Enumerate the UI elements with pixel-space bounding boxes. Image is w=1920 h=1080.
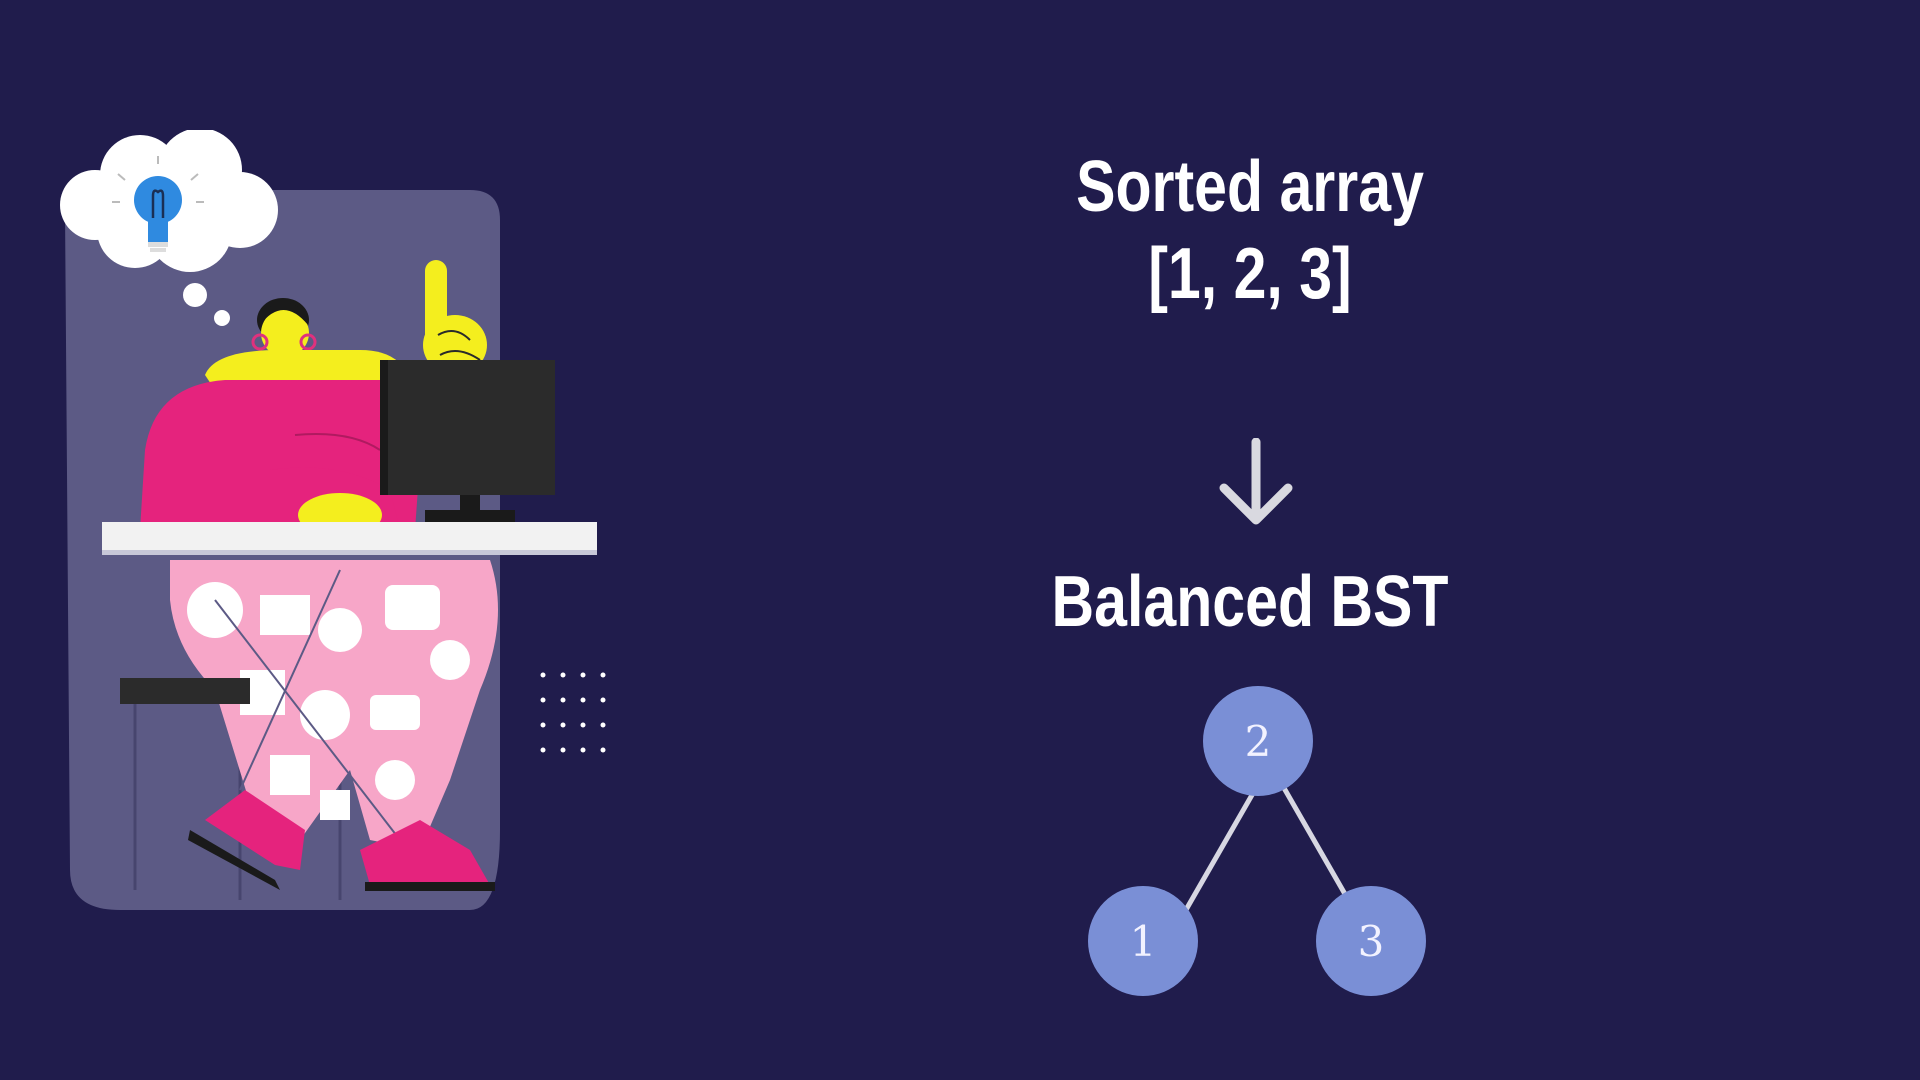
tree-node-root: 2	[1203, 686, 1313, 796]
decorative-dot-grid	[540, 672, 606, 753]
tree-node-left: 1	[1088, 886, 1198, 996]
patterned-pants	[170, 560, 498, 850]
balanced-bst-diagram: 2 1 3	[1088, 686, 1426, 996]
node-label-root: 2	[1245, 717, 1272, 766]
light-bulb-icon	[112, 156, 204, 252]
right-shoe	[360, 820, 490, 885]
person-head	[251, 298, 317, 357]
person-thinking-illustration	[60, 130, 606, 910]
left-shoe	[205, 790, 305, 870]
heading-sorted-array: Sorted array	[1076, 147, 1424, 227]
node-label-right: 3	[1358, 917, 1385, 966]
desk	[102, 522, 597, 552]
tree-node-right: 3	[1316, 886, 1426, 996]
edge-root-left	[1180, 786, 1259, 917]
monitor	[380, 360, 555, 522]
result-label-balanced-bst: Balanced BST	[1051, 562, 1449, 642]
arrow-down-icon	[1219, 438, 1293, 525]
node-label-left: 1	[1130, 917, 1157, 966]
chair-seat	[120, 678, 250, 704]
heading-array-values: [1, 2, 3]	[1148, 234, 1352, 314]
